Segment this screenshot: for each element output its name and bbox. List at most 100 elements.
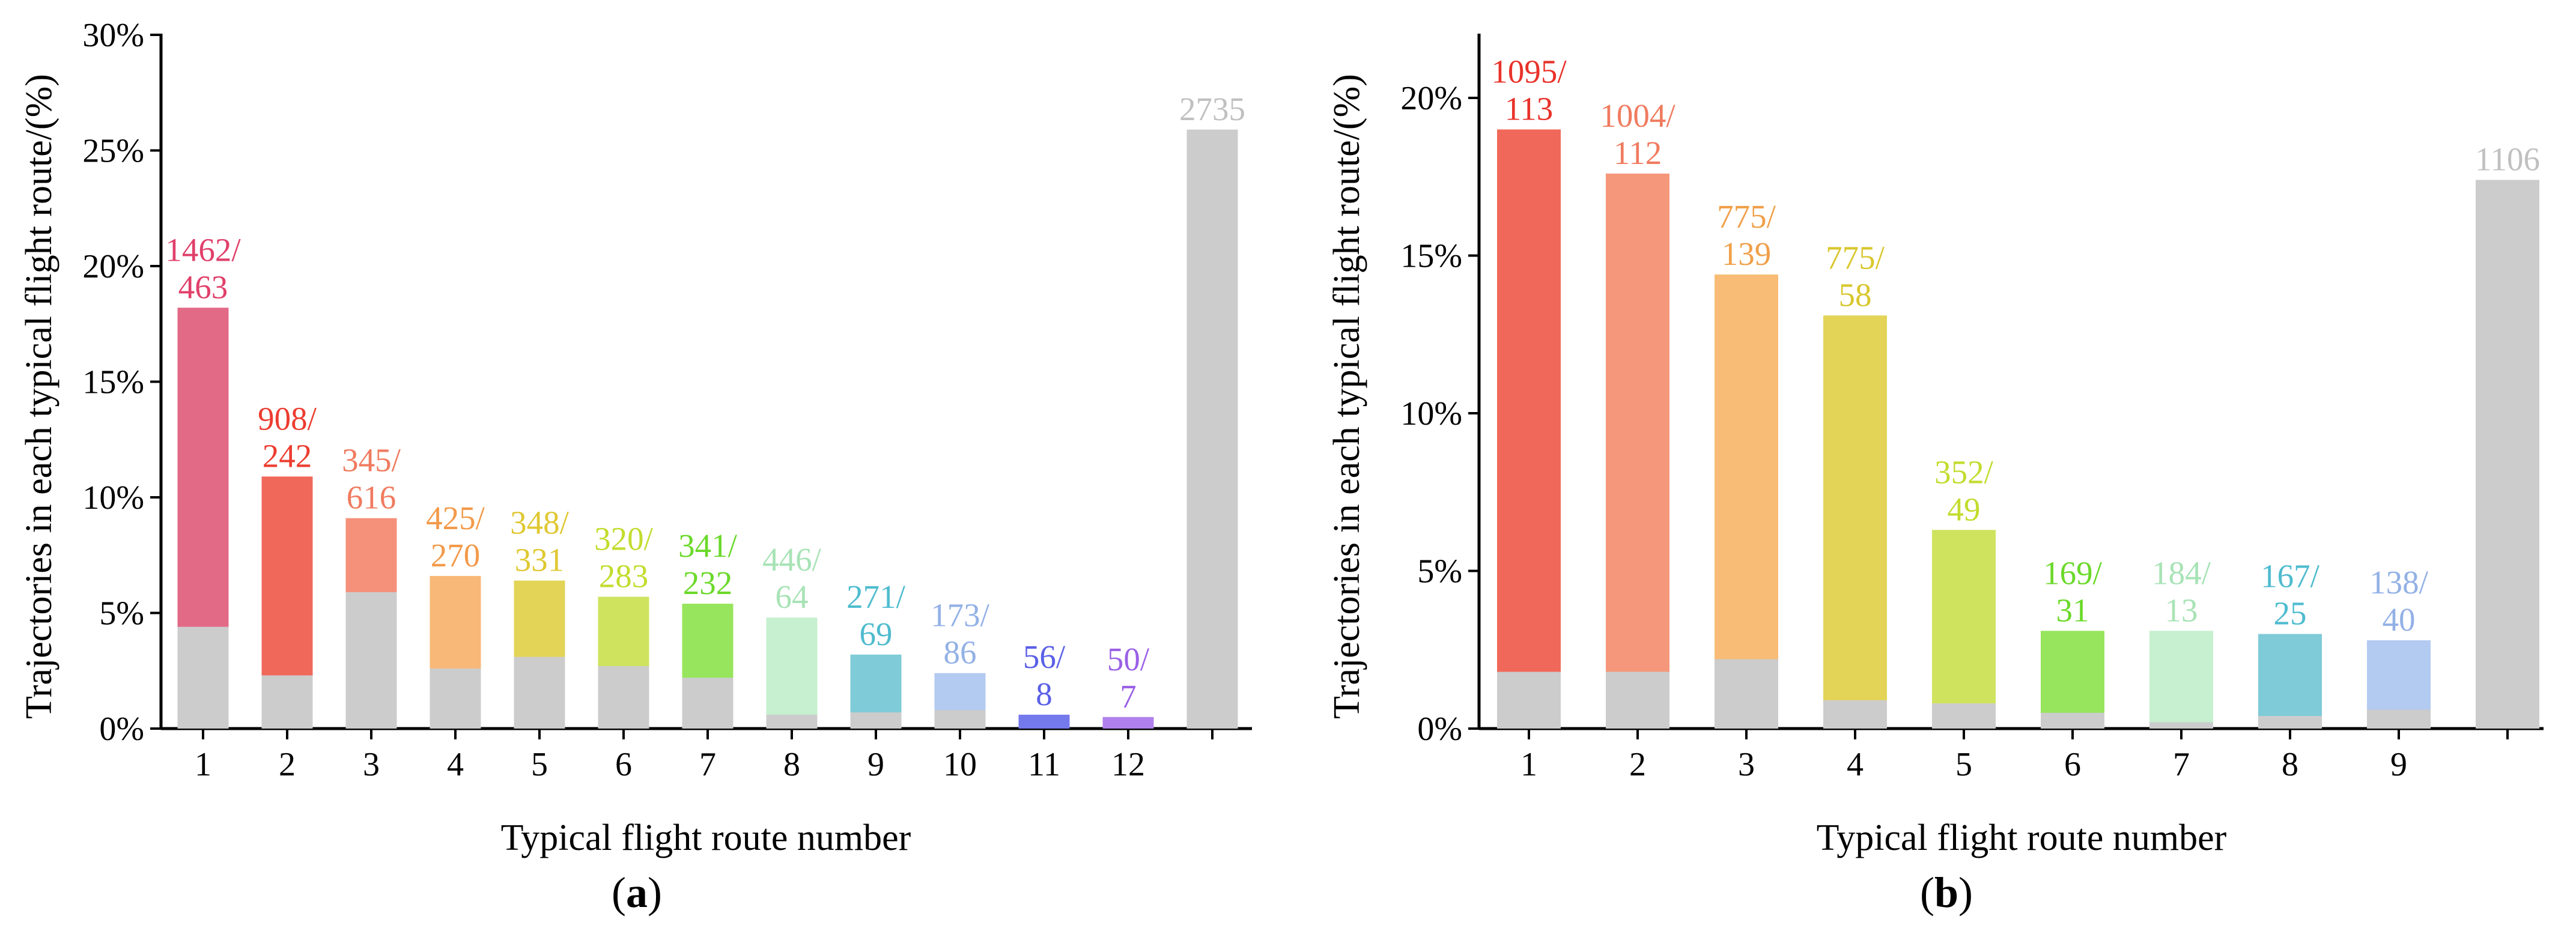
x-tick-label: 7 xyxy=(2173,746,2190,783)
bar-gray-portion xyxy=(177,626,229,729)
data-label: 31 xyxy=(2056,592,2089,628)
x-tick-label: 8 xyxy=(783,746,800,783)
data-label: 616 xyxy=(347,479,396,516)
data-label: 341/ xyxy=(678,527,738,564)
data-label: 69 xyxy=(860,616,893,652)
data-label: 1106 xyxy=(2475,141,2540,178)
data-label: 56/ xyxy=(1023,638,1066,675)
y-tick-label: 5% xyxy=(99,595,144,632)
bar xyxy=(2041,631,2104,729)
x-axis-title: Typical flight route number xyxy=(501,817,911,858)
bar-gray-portion xyxy=(598,666,649,729)
x-tick-label: 1 xyxy=(195,746,211,783)
data-label: 167/ xyxy=(2261,558,2320,595)
x-tick-label: 12 xyxy=(1111,746,1145,783)
data-label: 1004/ xyxy=(1600,97,1675,134)
panel-b: Trajectories in each typical flight rout… xyxy=(1326,34,2544,917)
y-tick-label: 15% xyxy=(1400,238,1462,275)
data-label: 2735 xyxy=(1179,91,1245,127)
x-tick-label: 5 xyxy=(531,746,548,783)
data-label: 13 xyxy=(2165,592,2198,628)
bar-gray-portion xyxy=(934,710,986,729)
x-tick-label: 10 xyxy=(943,746,977,783)
x-tick-label: 1 xyxy=(1520,746,1537,783)
x-tick-label: 9 xyxy=(867,746,884,783)
y-tick-label: 10% xyxy=(1400,395,1462,432)
bar xyxy=(1606,174,1669,729)
y-tick-label: 20% xyxy=(82,248,144,285)
panel-letter: b xyxy=(1934,869,1958,917)
bar-gray-portion xyxy=(1932,703,1996,729)
bar-gray-portion xyxy=(850,712,902,729)
x-tick-label: 5 xyxy=(1955,746,1972,783)
data-label: 173/ xyxy=(931,597,990,634)
data-label: 425/ xyxy=(426,500,485,536)
x-tick-label: 3 xyxy=(363,746,380,783)
data-label: 184/ xyxy=(2152,554,2211,591)
bar xyxy=(2149,631,2213,729)
x-tick-label: 4 xyxy=(447,746,464,783)
y-tick-label: 0% xyxy=(1417,711,1462,748)
bar-gray-portion xyxy=(1186,129,1238,729)
x-tick-label: 6 xyxy=(2064,746,2081,783)
data-label: 446/ xyxy=(762,541,822,578)
x-tick-label: 11 xyxy=(1028,746,1060,783)
y-axis-title: Trajectories in each typical flight rout… xyxy=(19,74,59,719)
bar-gray-portion xyxy=(1497,672,1561,729)
x-axis-title: Typical flight route number xyxy=(1817,817,2227,858)
data-label: 113 xyxy=(1505,91,1553,127)
bar xyxy=(2258,634,2322,729)
bar-gray-portion xyxy=(1715,659,1778,729)
bar-gray-portion xyxy=(514,657,565,729)
data-label: 352/ xyxy=(1934,453,1994,490)
bar-gray-portion xyxy=(345,592,397,729)
x-tick-label: 2 xyxy=(279,746,296,783)
data-label: 283 xyxy=(599,558,649,595)
bar-gray-portion xyxy=(2476,180,2539,729)
y-tick-label: 5% xyxy=(1417,553,1462,590)
data-label: 348/ xyxy=(510,505,570,541)
bar xyxy=(1018,714,1070,729)
bar-gray-portion xyxy=(1606,672,1669,729)
data-label: 169/ xyxy=(2043,554,2103,591)
data-label: 331 xyxy=(515,542,565,578)
data-label: 775/ xyxy=(1826,239,1885,276)
data-label: 775/ xyxy=(1717,198,1776,235)
data-label: 25 xyxy=(2274,595,2307,632)
x-tick-label: 9 xyxy=(2390,746,2407,783)
x-tick-label: 7 xyxy=(699,746,716,783)
data-label: 345/ xyxy=(342,442,401,479)
bar-gray-portion xyxy=(430,668,481,729)
bar xyxy=(1715,274,1778,729)
bar-gray-portion xyxy=(766,714,818,729)
panel-label: (a) xyxy=(612,869,662,917)
bar-gray-portion xyxy=(2041,712,2104,729)
bar-gray-portion xyxy=(2258,716,2322,729)
y-axis-title: Trajectories in each typical flight rout… xyxy=(1326,74,1367,719)
data-label: 908/ xyxy=(258,400,317,437)
bar xyxy=(1823,315,1887,729)
data-label: 463 xyxy=(178,268,228,305)
y-tick-label: 25% xyxy=(82,133,144,170)
data-label: 58 xyxy=(1839,276,1872,313)
data-label: 64 xyxy=(776,578,809,615)
data-label: 271/ xyxy=(846,578,906,615)
data-label: 139 xyxy=(1722,235,1772,272)
data-label: 232 xyxy=(683,565,733,601)
x-tick-label: 8 xyxy=(2282,746,2298,783)
data-label: 40 xyxy=(2383,601,2416,638)
x-tick-label: 6 xyxy=(615,746,632,783)
data-label: 8 xyxy=(1036,676,1053,712)
data-label: 242 xyxy=(263,437,312,474)
data-label: 7 xyxy=(1120,678,1137,715)
data-label: 86 xyxy=(944,634,977,671)
panel-letter: a xyxy=(626,869,648,917)
y-tick-label: 15% xyxy=(82,364,144,401)
bar-gray-portion xyxy=(1823,700,1887,729)
x-tick-label: 2 xyxy=(1629,746,1646,783)
bar-gray-portion xyxy=(682,678,734,729)
x-tick-label: 3 xyxy=(1738,746,1755,783)
panel-a: Trajectories in each typical flight rout… xyxy=(19,17,1252,917)
bar xyxy=(766,617,818,729)
